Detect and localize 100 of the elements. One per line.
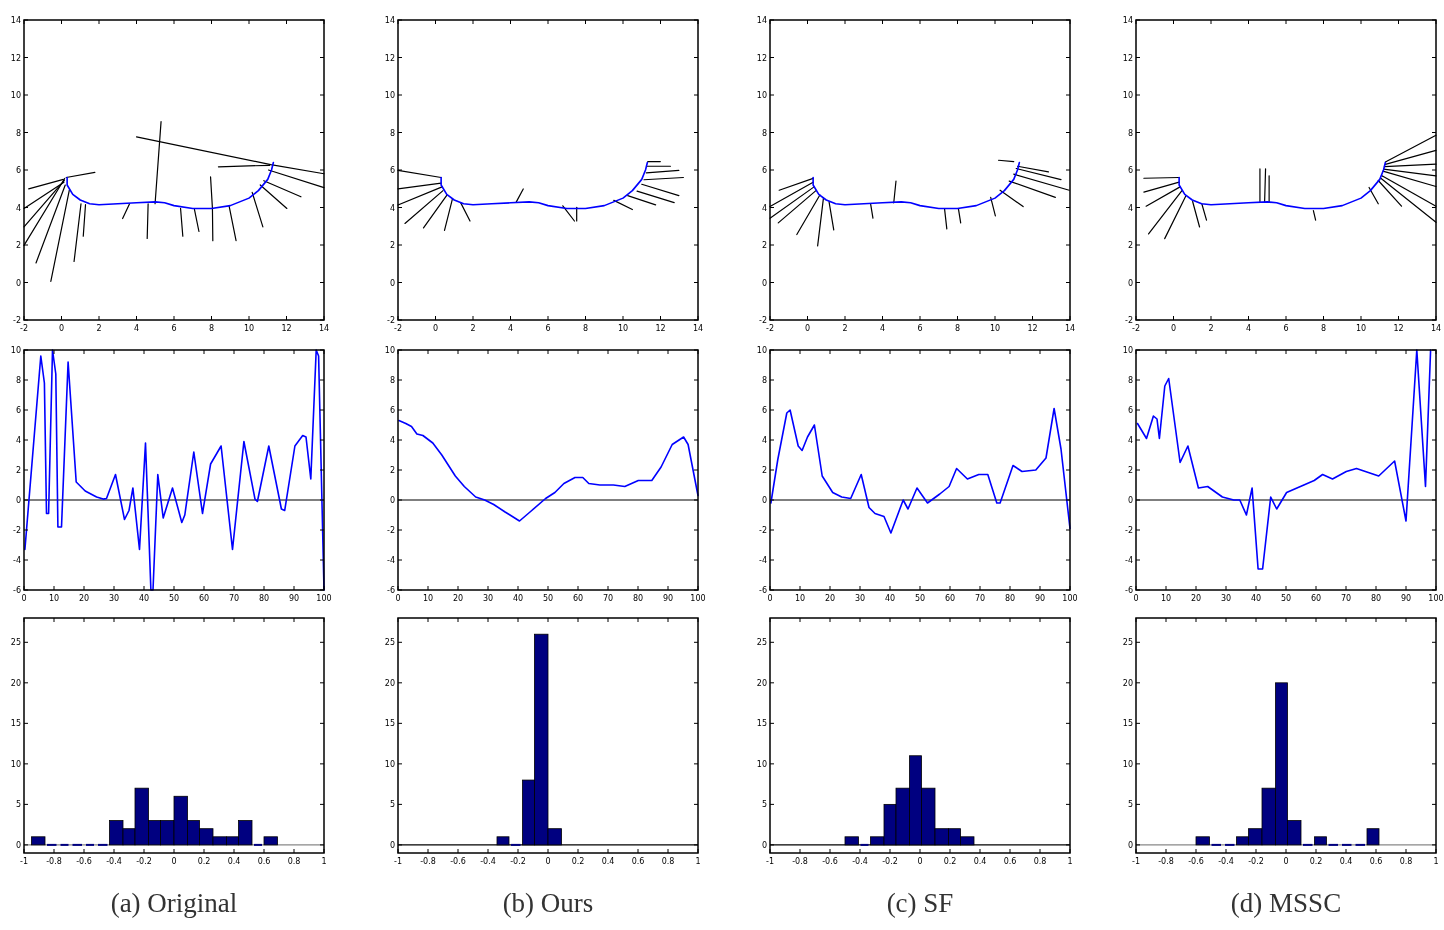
y-tick-label: 25 xyxy=(10,638,21,648)
y-tick-label: 15 xyxy=(10,719,21,729)
y-tick-label: 0 xyxy=(389,496,395,505)
y-tick-label: 10 xyxy=(1122,91,1133,100)
y-tick-label: -6 xyxy=(387,586,395,595)
text: (a) Original xyxy=(110,888,238,918)
x-tick-label: 0.4 xyxy=(1339,857,1353,866)
y-tick-label: 5 xyxy=(1127,800,1133,810)
x-tick-label: 2 xyxy=(470,324,476,333)
y-tick-label: 15 xyxy=(756,719,767,729)
x-tick-label: 12 xyxy=(1027,324,1038,333)
x-tick-label: 14 xyxy=(318,324,330,333)
y-tick-label: 12 xyxy=(756,53,767,63)
y-tick-label: 2 xyxy=(389,466,395,475)
x-tick-label: 10 xyxy=(1160,594,1172,603)
y-tick-label: 4 xyxy=(15,436,21,445)
x-tick-label: 80 xyxy=(258,594,270,603)
y-tick-label: 14 xyxy=(10,16,21,25)
y-tick-label: 6 xyxy=(389,406,395,415)
y-tick-label: 4 xyxy=(1127,436,1133,445)
x-tick-label: 0.6 xyxy=(1003,857,1017,866)
x-tick-label: 50 xyxy=(1280,594,1292,603)
x-tick-label: 0 xyxy=(1283,857,1289,866)
x-tick-label: -0.8 xyxy=(792,857,808,866)
x-tick-label: 90 xyxy=(662,594,674,603)
x-tick-label: 70 xyxy=(228,594,240,603)
y-tick-label: 6 xyxy=(389,166,395,175)
y-tick-label: -2 xyxy=(13,316,21,325)
x-tick-label: 0 xyxy=(21,594,27,603)
y-tick-label: 10 xyxy=(384,759,395,769)
x-tick-label: -0.6 xyxy=(822,857,838,866)
x-tick-label: 0 xyxy=(1170,324,1177,333)
y-tick-label: 20 xyxy=(384,678,395,688)
y-tick-label: 0 xyxy=(389,840,395,850)
y-tick-label: 10 xyxy=(1122,346,1133,355)
x-tick-label: 0.6 xyxy=(257,857,271,866)
x-tick-label: 10 xyxy=(243,324,255,333)
x-tick-label: 40 xyxy=(1250,594,1262,603)
x-tick-label: 80 xyxy=(1370,594,1382,603)
x-tick-label: -0.6 xyxy=(1188,857,1204,866)
x-tick-label: 60 xyxy=(1310,594,1322,603)
x-tick-label: -0.4 xyxy=(480,857,496,866)
y-tick-label: 8 xyxy=(761,376,767,385)
x-tick-label: -0.2 xyxy=(510,857,526,866)
x-tick-label: 10 xyxy=(617,324,629,333)
x-tick-label: 4 xyxy=(507,324,514,333)
y-tick-label: 2 xyxy=(1127,466,1133,475)
y-tick-label: 0 xyxy=(389,278,395,288)
y-tick-label: 10 xyxy=(10,759,21,769)
x-tick-label: 12 xyxy=(1393,324,1404,333)
y-tick-label: 25 xyxy=(1122,638,1133,648)
y-tick-label: -2 xyxy=(387,316,395,325)
x-tick-label: 8 xyxy=(208,324,215,333)
y-tick-label: 10 xyxy=(384,91,395,100)
x-tick-label: 80 xyxy=(632,594,644,603)
x-tick-label: -0.2 xyxy=(882,857,898,866)
y-tick-label: 2 xyxy=(15,466,21,475)
x-tick-label: 2 xyxy=(1208,324,1214,333)
x-tick-label: 14 xyxy=(1064,324,1076,333)
y-tick-label: 4 xyxy=(15,203,21,213)
y-tick-label: 12 xyxy=(384,53,395,63)
x-tick-label: 30 xyxy=(1220,594,1232,603)
x-tick-label: -0.8 xyxy=(420,857,436,866)
x-tick-label: 70 xyxy=(974,594,986,603)
y-tick-label: 20 xyxy=(756,678,767,688)
y-tick-label: -2 xyxy=(759,316,767,325)
x-tick-label: 8 xyxy=(582,324,589,333)
x-tick-label: 0 xyxy=(58,324,65,333)
y-tick-label: 6 xyxy=(1127,406,1133,415)
y-tick-label: -4 xyxy=(387,556,395,565)
x-tick-label: 14 xyxy=(692,324,704,333)
x-tick-label: 1 xyxy=(1433,857,1439,866)
y-tick-label: 12 xyxy=(1122,53,1133,63)
x-tick-label: 0.2 xyxy=(1309,857,1323,866)
x-tick-label: 4 xyxy=(1245,324,1252,333)
y-tick-label: -2 xyxy=(759,526,767,535)
y-tick-label: 20 xyxy=(10,678,21,688)
y-tick-label: 8 xyxy=(15,128,21,138)
y-tick-label: -6 xyxy=(759,586,767,595)
x-tick-label: 70 xyxy=(1340,594,1352,603)
x-tick-label: 50 xyxy=(168,594,180,603)
x-tick-label: 8 xyxy=(1320,324,1327,333)
x-tick-label: 0 xyxy=(804,324,811,333)
x-tick-label: 6 xyxy=(171,324,177,333)
y-tick-label: 5 xyxy=(15,800,21,810)
y-tick-label: 8 xyxy=(761,128,767,138)
y-tick-label: 10 xyxy=(10,346,21,355)
x-tick-label: 30 xyxy=(108,594,120,603)
x-tick-label: 0 xyxy=(395,594,401,603)
x-tick-label: 14 xyxy=(1430,324,1442,333)
x-tick-label: -0.2 xyxy=(136,857,152,866)
y-tick-label: 0 xyxy=(15,278,21,288)
y-tick-label: 0 xyxy=(1127,278,1133,288)
y-tick-label: 8 xyxy=(15,376,21,385)
y-tick-label: 4 xyxy=(761,436,767,445)
x-tick-label: 60 xyxy=(198,594,210,603)
x-tick-label: 6 xyxy=(917,324,923,333)
x-tick-label: 20 xyxy=(452,594,464,603)
x-tick-label: 0.6 xyxy=(1369,857,1383,866)
x-tick-label: 4 xyxy=(133,324,140,333)
